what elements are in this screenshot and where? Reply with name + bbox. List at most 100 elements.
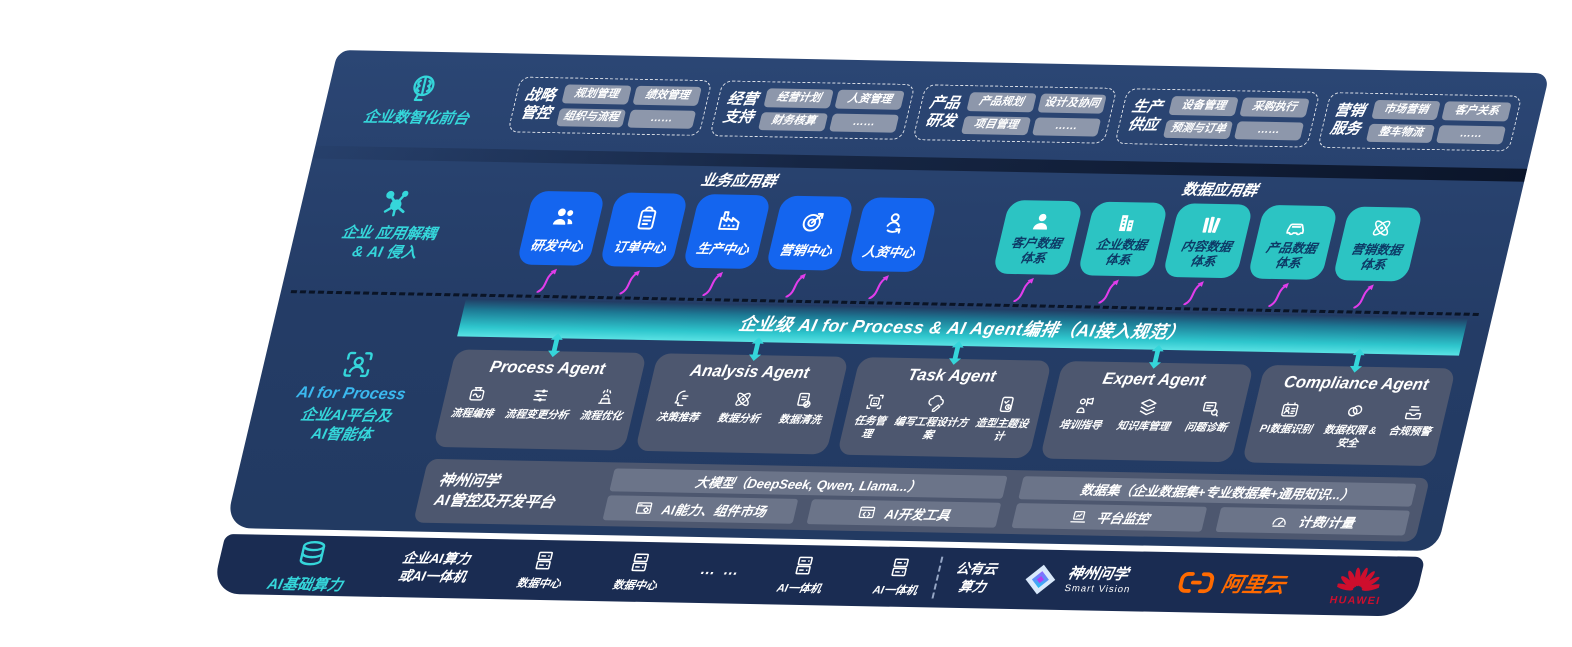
agent-item-label: 数据清洗 [777, 413, 823, 427]
aliyun-bracket-icon [1173, 570, 1219, 595]
atom-icon [1367, 216, 1397, 240]
chip: 客户关系 [1441, 101, 1512, 121]
aliyun-logo: 阿里云 [1173, 567, 1289, 599]
chip: 绩效管理 [632, 86, 703, 106]
chip: 市场营销 [1371, 100, 1441, 120]
agent-item-label: PI数据识别 [1258, 422, 1314, 436]
front-office-box-supply: 生产 供应 设备管理 采购执行 预测与订单 …… [1114, 88, 1321, 148]
node-label: 数据中心 [611, 579, 659, 593]
data-box-customer: 客户数据 体系 [992, 199, 1084, 276]
infra-label: AI基础算力 [265, 575, 345, 594]
magenta-arrow-icon [1179, 279, 1213, 305]
agent-item-label: 流程变更分析 [503, 408, 570, 422]
data-box-product: 产品数据 体系 [1247, 204, 1339, 280]
person-icon [1027, 209, 1057, 233]
layers-icon [1135, 396, 1161, 417]
datacenter-node: 数据中心 [611, 551, 665, 594]
ai-appliance-node: AI一体机 [775, 554, 829, 597]
front-office-box-operation: 经营 支持 经营计划 人资管理 财务核算 …… [709, 80, 916, 140]
data-box-label: 企业数据 体系 [1094, 237, 1149, 267]
app-box-label: 订单中心 [612, 238, 668, 255]
node-label: 数据中心 [515, 577, 563, 591]
training-icon [1072, 395, 1098, 416]
chip: …… [1436, 124, 1507, 145]
smartvision-logo: 神州问学 Smart Vision [1018, 561, 1136, 599]
chip: …… [1031, 116, 1102, 137]
chip: 预测与订单 [1163, 119, 1234, 139]
ai-appliance-node: AI一体机 [871, 556, 925, 599]
app-box-production-center: 生产中心 [682, 193, 772, 270]
magenta-arrow-icon [1009, 276, 1043, 302]
gauge-icon [1269, 511, 1292, 530]
magenta-arrow-icon [1264, 281, 1298, 307]
huawei-text: HUAWEI [1328, 593, 1383, 607]
app-box-marketing-center: 营销中心 [765, 195, 855, 271]
agent-item-label: 决策推荐 [655, 411, 701, 424]
agent-title: Analysis Agent [688, 361, 812, 383]
aliyun-text: 阿里云 [1219, 573, 1288, 598]
agent-item-label: 任务管理 [852, 415, 888, 440]
data-app-group: 数据应用群 客户数据 体系 企业数据 体系 [986, 172, 1431, 309]
node-label: AI一体机 [871, 584, 919, 598]
business-group-header: 业务应用群 [699, 172, 779, 191]
magenta-arrow-icon [781, 272, 815, 298]
front-office-boxes: 战略 管控 规划管理 绩效管理 组织与流程 …… 经营 支持 经营计划 人资管理… [503, 54, 1549, 169]
app-box-rd-center: 研发中心 [516, 190, 606, 266]
magenta-arrow-icon [615, 268, 649, 294]
business-app-group: 业务应用群 研发中心 订单中心 [510, 163, 945, 300]
decouple-rail: 企业 应用解耦 & AI 侵入 [282, 159, 501, 292]
app-box-label: 生产中心 [695, 240, 751, 257]
cell-label: AI能力、组件市场 [660, 501, 768, 519]
chip: 采购执行 [1239, 97, 1310, 118]
clipboard-icon [630, 204, 663, 231]
smartvision-cn-text: 神州问学 [1066, 565, 1131, 584]
chip: …… [829, 113, 900, 133]
cell-label: AI开发工具 [883, 506, 952, 523]
huawei-logo: HUAWEI [1328, 565, 1389, 607]
permission-icon [1342, 400, 1368, 421]
agent-item-label: 合规预警 [1387, 425, 1433, 439]
dashed-vertical-divider [931, 556, 944, 599]
box-title: 产品 研发 [923, 94, 962, 130]
agent-item-label: 编写工程设计方案 [892, 415, 970, 442]
app-box-hr-center: 人资中心 [848, 197, 938, 273]
architecture-diagram: 企业数智化前台 战略 管控 规划管理 绩效管理 组织与流程 …… 经营 支持 经… [209, 50, 1550, 617]
infra-rail: AI基础算力 [212, 535, 407, 595]
analysis-agent-box: Analysis Agent 决策推荐 数据分析 数据清洗 [635, 353, 850, 454]
insight-head-icon [669, 388, 695, 409]
agent-item-label: 数据分析 [716, 412, 762, 426]
tablet-design-icon [994, 394, 1020, 415]
car-icon [1282, 214, 1312, 238]
books-icon [1197, 213, 1227, 237]
front-office-box-strategy: 战略 管控 规划管理 绩效管理 组织与流程 …… [507, 76, 713, 136]
agent-item-label: 培训指导 [1057, 418, 1103, 432]
building-icon [1112, 211, 1142, 235]
optimize-icon [593, 386, 619, 407]
agent-title: Compliance Agent [1282, 373, 1431, 394]
cell-label: 计费/计量 [1296, 514, 1357, 531]
agent-item-label: 造型主题设计 [974, 417, 1030, 443]
chip: 财务核算 [758, 111, 829, 132]
id-card-icon [1277, 399, 1303, 420]
front-office-box-product: 产品 研发 产品规划 设计及协同 项目管理 …… [912, 84, 1118, 144]
window-gear-icon [632, 498, 655, 517]
box-title: 生产 供应 [1126, 98, 1165, 134]
data-box-label: 营销数据 体系 [1349, 242, 1404, 272]
agent-title: Expert Agent [1100, 369, 1208, 390]
agent-item-label: 数据权限 & 安全 [1322, 424, 1378, 450]
platform-monitor-cell: 平台监控 [1011, 502, 1207, 532]
molecule-icon [375, 187, 417, 222]
agent-item-label: 流程优化 [578, 409, 624, 423]
platform-strip: 神州问学 AI管控及开发平台 大模型（DeepSeek, Qwen, Llama… [413, 458, 1431, 542]
expert-agent-box: Expert Agent 培训指导 知识库管理 问题诊断 [1039, 360, 1254, 462]
magenta-arrow-icon [532, 267, 566, 293]
app-box-label: 研发中心 [529, 237, 585, 254]
dataset-group: 数据集（企业数据集+专业数据集+通用知识...） 平台监控 计费/计量 [1011, 475, 1417, 536]
agent-title: Task Agent [905, 366, 998, 386]
ai-capability-market-cell: AI能力、组件市场 [602, 494, 798, 524]
process-agent-box: Process Agent 流程编排 流程变更分析 流程优化 [433, 349, 648, 451]
code-window-icon [855, 503, 878, 522]
workflow-icon [464, 384, 490, 405]
chip: 经营计划 [763, 88, 834, 108]
data-box-content: 内容数据 体系 [1162, 203, 1254, 279]
